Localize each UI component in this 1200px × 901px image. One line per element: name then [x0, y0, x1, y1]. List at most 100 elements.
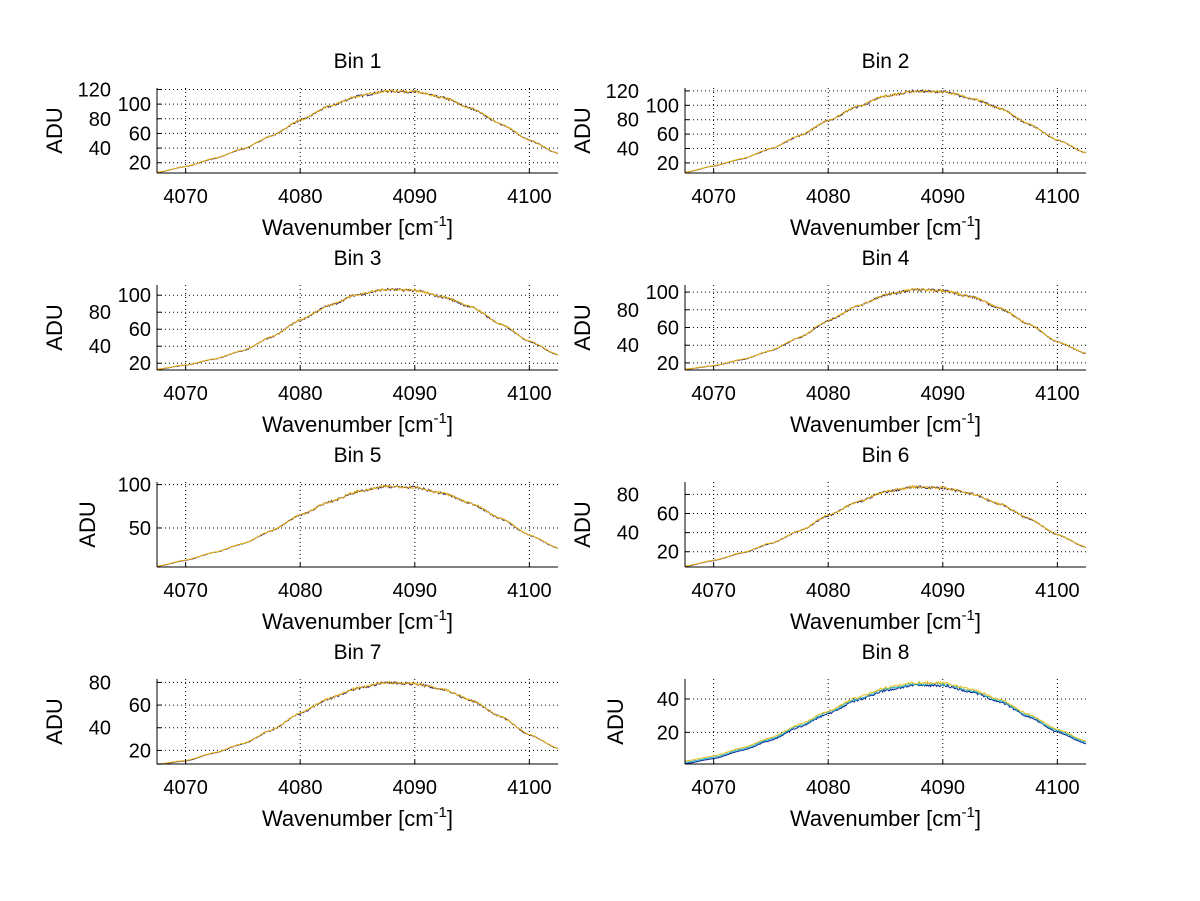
y-tick-label: 40 [617, 139, 639, 161]
x-tick-label: 4100 [1035, 186, 1080, 208]
x-axis-label-suffix: ] [975, 215, 981, 240]
y-tick-label: 100 [646, 95, 679, 117]
y-axis-label: ADU [570, 304, 595, 350]
x-axis-label-suffix: ] [447, 215, 453, 240]
subplot-bin-7: 4070 4080 4090 4100 20 40 60 80 Bin 7 ADU Wavenumb… [42, 641, 559, 831]
y-tick-label: 40 [89, 336, 111, 358]
y-tick-label: 40 [617, 335, 639, 357]
x-axis-label: Wavenumber [cm-1] [790, 607, 981, 634]
y-tick-label: 20 [129, 153, 151, 175]
subplot-bin-1: 4070 4080 4090 4100 20 40 60 80 100 120 Bin 1 ADU Wa… [42, 50, 559, 240]
y-tick-label: 60 [129, 319, 151, 341]
x-tick-label: 4090 [921, 186, 966, 208]
subplot-title: Bin 6 [862, 444, 910, 467]
x-tick-label: 4070 [163, 383, 208, 405]
x-axis-label-text: Wavenumber [cm [790, 806, 962, 831]
x-axis-label-text: Wavenumber [cm [262, 215, 434, 240]
x-tick-label: 4070 [163, 777, 208, 799]
x-axis-label: Wavenumber [cm-1] [790, 410, 981, 437]
y-tick-label: 80 [89, 109, 111, 131]
y-tick-label: 20 [657, 542, 679, 564]
x-axis-label-superscript: -1 [962, 607, 975, 624]
x-axis-label-text: Wavenumber [cm [262, 806, 434, 831]
y-tick-label: 20 [129, 353, 151, 375]
x-axis-label-superscript: -1 [434, 410, 447, 427]
axes-background [157, 285, 558, 370]
axes-background [157, 482, 558, 567]
y-axis-label: ADU [570, 501, 595, 547]
subplot-bin-2: 4070 4080 4090 4100 20 40 60 80 100 120 Bin 2 ADU Wa… [570, 50, 1087, 240]
axes-background [685, 679, 1086, 764]
x-axis-label-superscript: -1 [962, 410, 975, 427]
x-axis-label-suffix: ] [447, 609, 453, 634]
y-axis-label: ADU [42, 107, 67, 153]
series-line [156, 680, 559, 765]
series-line [156, 484, 559, 567]
y-tick-label: 100 [646, 282, 679, 304]
subplot-title: Bin 1 [334, 50, 382, 73]
x-axis-label-text: Wavenumber [cm [262, 609, 434, 634]
x-axis-label-text: Wavenumber [cm [790, 412, 962, 437]
x-axis-label: Wavenumber [cm-1] [262, 213, 453, 240]
x-axis-label: Wavenumber [cm-1] [790, 213, 981, 240]
y-tick-label: 40 [617, 523, 639, 545]
axes-background [157, 88, 558, 173]
x-tick-label: 4070 [691, 777, 736, 799]
subplot-bin-3: 4070 4080 4090 4100 20 40 60 80 100 Bin 3 ADU Waven… [42, 247, 559, 437]
y-tick-label: 100 [118, 475, 151, 497]
series-line [684, 680, 1087, 762]
x-axis-label-superscript: -1 [962, 804, 975, 821]
subplot-bin-6: 4070 4080 4090 4100 20 40 60 80 Bin 6 ADU Wavenumb… [570, 444, 1087, 634]
y-tick-label: 50 [129, 518, 151, 540]
x-axis-label: Wavenumber [cm-1] [262, 804, 453, 831]
x-tick-label: 4090 [393, 186, 438, 208]
series-line [684, 287, 1087, 370]
subplot-title: Bin 5 [334, 444, 382, 467]
subplot-title: Bin 7 [334, 641, 382, 664]
subplot-title: Bin 4 [862, 247, 910, 270]
y-axis-label: ADU [570, 107, 595, 153]
y-tick-label: 60 [657, 124, 679, 146]
subplot-title: Bin 8 [862, 641, 910, 664]
x-tick-label: 4080 [278, 383, 323, 405]
x-axis-label-suffix: ] [975, 609, 981, 634]
x-tick-label: 4090 [393, 383, 438, 405]
x-axis-label-superscript: -1 [434, 804, 447, 821]
x-tick-label: 4100 [507, 186, 552, 208]
x-tick-label: 4100 [507, 777, 552, 799]
x-axis-label: Wavenumber [cm-1] [262, 607, 453, 634]
y-axis-label: ADU [42, 698, 67, 744]
y-tick-label: 20 [657, 353, 679, 375]
x-tick-label: 4080 [278, 186, 323, 208]
x-tick-label: 4100 [1035, 383, 1080, 405]
y-tick-label: 40 [89, 718, 111, 740]
y-axis-label: ADU [42, 304, 67, 350]
x-tick-label: 4080 [806, 383, 851, 405]
x-axis-label-superscript: -1 [434, 607, 447, 624]
x-tick-label: 4100 [1035, 580, 1080, 602]
x-tick-label: 4090 [921, 383, 966, 405]
x-tick-label: 4070 [163, 186, 208, 208]
x-tick-label: 4080 [806, 580, 851, 602]
axes-background [685, 482, 1086, 567]
x-axis-label-text: Wavenumber [cm [790, 215, 962, 240]
x-axis-label-suffix: ] [447, 806, 453, 831]
x-tick-label: 4070 [691, 383, 736, 405]
x-tick-label: 4090 [921, 777, 966, 799]
series-line [156, 88, 559, 173]
x-tick-label: 4080 [806, 777, 851, 799]
x-tick-label: 4070 [163, 580, 208, 602]
x-tick-label: 4100 [1035, 777, 1080, 799]
x-axis-label-text: Wavenumber [cm [262, 412, 434, 437]
y-tick-label: 20 [657, 722, 679, 744]
y-tick-label: 60 [657, 504, 679, 526]
y-tick-label: 80 [617, 300, 639, 322]
subplot-title: Bin 2 [862, 50, 910, 73]
x-axis-label-suffix: ] [447, 412, 453, 437]
x-tick-label: 4080 [278, 777, 323, 799]
y-axis-label: ADU [75, 501, 100, 547]
x-tick-label: 4090 [393, 580, 438, 602]
x-axis-label-superscript: -1 [962, 213, 975, 230]
series-line [156, 287, 559, 370]
